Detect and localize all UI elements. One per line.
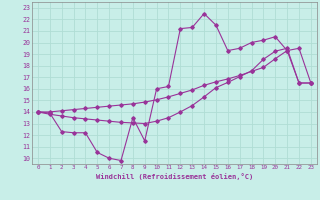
X-axis label: Windchill (Refroidissement éolien,°C): Windchill (Refroidissement éolien,°C) [96, 173, 253, 180]
